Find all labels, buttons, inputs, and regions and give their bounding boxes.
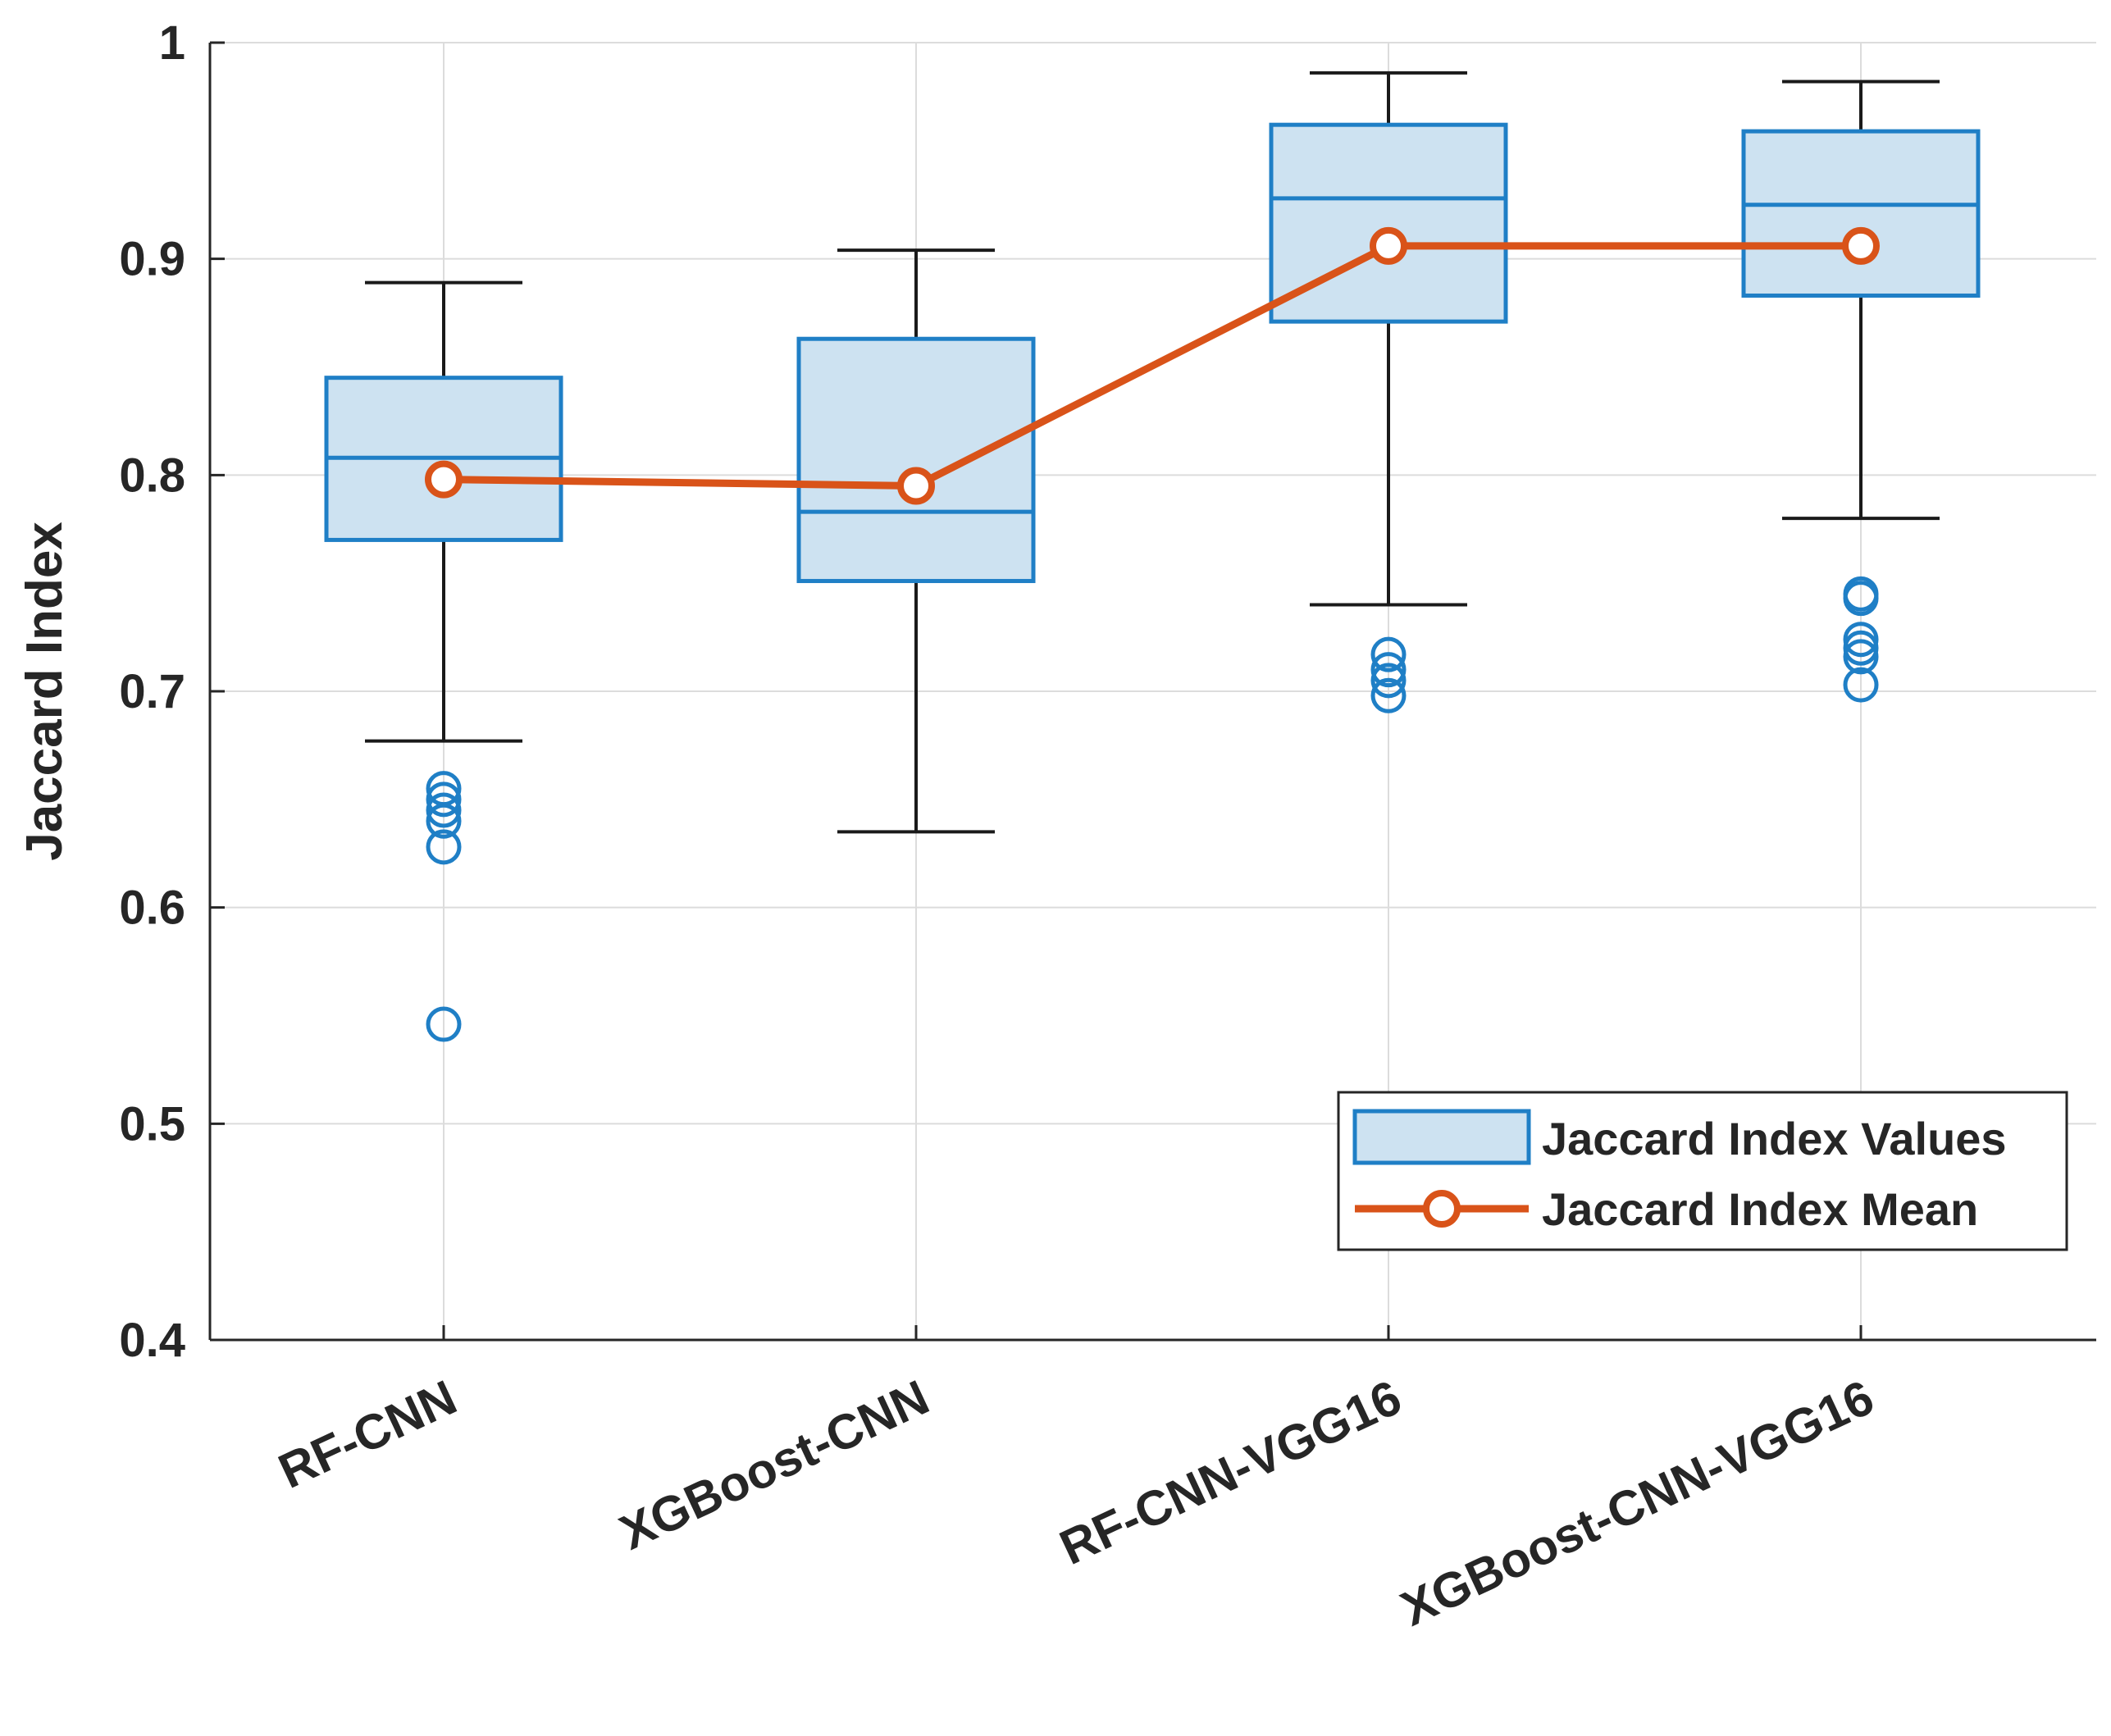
x-tick-label: XGBoost-CNN-VGG16 [1393, 1369, 1881, 1637]
outlier-point [426, 781, 462, 818]
outlier-point [426, 792, 462, 828]
x-tick-label: RF-CNN-VGG16 [1051, 1369, 1409, 1575]
outlier-point [426, 803, 462, 839]
box-iqr [796, 336, 1036, 584]
y-tick-label: 0.4 [119, 1314, 185, 1367]
box-series [324, 71, 1981, 1042]
y-tick-label: 0.5 [119, 1097, 185, 1150]
y-tick-label: 0.9 [119, 233, 185, 286]
mean-point [1370, 226, 1407, 265]
box-iqr [1741, 129, 1981, 298]
outlier-point [1370, 652, 1407, 688]
outlier-point [1843, 667, 1879, 703]
y-tick-label: 0.8 [119, 449, 185, 502]
y-axis-title: Jaccard Index [16, 522, 73, 861]
mean-point [897, 467, 935, 505]
y-tick-label: 0.6 [119, 882, 185, 935]
legend: Jaccard Index Values Jaccard Index Mean [1337, 1091, 2068, 1251]
mean-series [425, 226, 1880, 505]
legend-label-mean: Jaccard Index Mean [1542, 1183, 1978, 1235]
box-iqr [1269, 122, 1508, 324]
mean-point [1842, 226, 1880, 265]
x-tick-label: RF-CNN [271, 1369, 465, 1499]
outlier-point [1843, 581, 1879, 617]
outlier-point [426, 829, 462, 865]
mean-point [425, 460, 463, 499]
mean-line [443, 242, 1861, 490]
y-tick-label: 0.7 [119, 665, 185, 718]
legend-box-swatch [1352, 1109, 1531, 1165]
outlier-point [426, 1006, 462, 1042]
outlier-point [1843, 630, 1879, 666]
outlier-point [1843, 639, 1879, 675]
outlier-point [1370, 677, 1407, 713]
outlier-point [1843, 622, 1879, 658]
y-tick-label: 1 [159, 16, 185, 70]
outlier-point [1370, 663, 1407, 699]
legend-mean-marker-swatch [1423, 1190, 1461, 1228]
x-tick-label: XGBoost-CNN [612, 1369, 937, 1561]
outlier-point [1370, 636, 1407, 672]
legend-label-values: Jaccard Index Values [1542, 1113, 2007, 1164]
